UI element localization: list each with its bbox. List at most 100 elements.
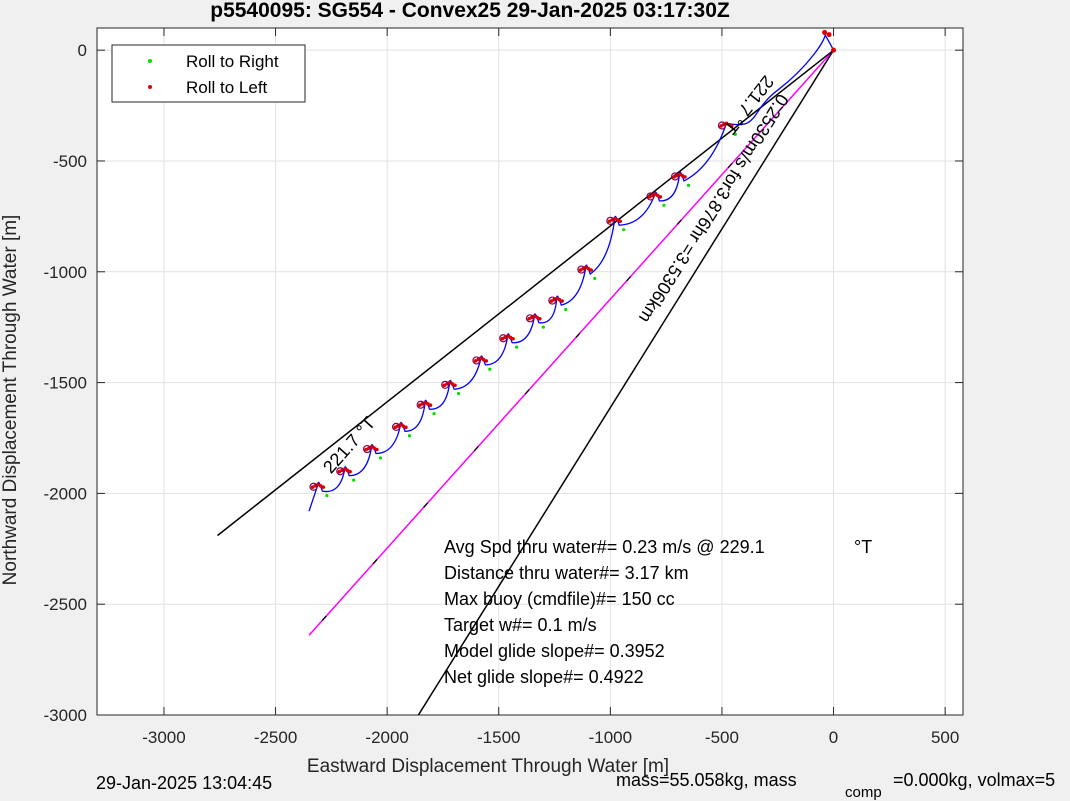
annotation-model-glide: Model glide slope#= 0.3952 (444, 641, 665, 661)
roll-left-marker (321, 485, 326, 489)
footer-timestamp: 29-Jan-2025 13:04:45 (96, 773, 272, 793)
x-tick-label: -2500 (254, 728, 297, 747)
y-tick-label: -3000 (44, 706, 87, 725)
roll-left-marker (589, 268, 593, 272)
roll-left-marker (364, 447, 368, 452)
roll-left-marker (481, 357, 486, 362)
heading-line (308, 49, 835, 636)
roll-right-marker (564, 307, 568, 312)
roll-right-marker (378, 456, 383, 460)
plot-frame (96, 27, 964, 716)
dive-top-marker (362, 444, 372, 454)
roll-left-marker (727, 122, 731, 127)
y-tick-label: -500 (53, 152, 87, 171)
dive-top-marker (336, 467, 345, 476)
dive-top-marker (525, 314, 535, 323)
legend-box (111, 44, 306, 103)
annotation-net-glide: Net glide slope#= 0.4922 (444, 667, 644, 687)
roll-left-marker (453, 383, 457, 388)
y-tick-label: -1000 (44, 263, 87, 282)
x-tick-label: -3000 (142, 728, 185, 747)
roll-left-marker (535, 315, 539, 320)
dive-top-marker (548, 296, 557, 305)
y-tick-label: -2500 (44, 595, 87, 614)
roll-right-marker (622, 228, 626, 232)
roll-left-marker (607, 219, 612, 224)
roll-left-marker (428, 403, 433, 407)
roll-left-marker (318, 484, 323, 488)
legend: Roll to Right Roll to Left (111, 44, 306, 103)
y-tick-label: 0 (78, 41, 87, 60)
roll-left-marker (729, 124, 734, 128)
roll-right-marker (488, 367, 492, 371)
roll-left-marker (401, 424, 406, 428)
roll-left-marker (655, 193, 660, 198)
dive-top-marker (309, 482, 318, 491)
annotation-distance: Distance thru water#= 3.17 km (444, 563, 689, 583)
roll-left-marker (831, 47, 837, 53)
dive-top-marker (670, 172, 680, 181)
roll-left-marker (538, 316, 542, 321)
legend-label-roll-right: Roll to Right (186, 52, 279, 71)
annotation-avg-speed: Avg Spd thru water#= 0.23 m/s @ 229.1 (444, 537, 765, 557)
roll-left-marker (404, 425, 408, 430)
roll-left-marker (578, 268, 583, 272)
y-axis-label: Northward Displacement Through Water [m] (0, 215, 21, 586)
legend-marker-roll-right (148, 59, 152, 63)
x-tick-label: -1500 (477, 728, 520, 747)
roll-right-marker (432, 412, 436, 416)
x-tick-label: -500 (705, 728, 739, 747)
roll-left-marker (425, 402, 430, 406)
x-tick-label: 0 (829, 728, 838, 747)
x-tick-label: -1000 (589, 728, 632, 747)
roll-left-marker (549, 299, 554, 303)
roll-right-marker (352, 478, 356, 482)
footer-mass-prefix: mass=55.058kg, mass (616, 770, 797, 790)
roll-left-marker (680, 173, 685, 178)
roll-left-marker (375, 447, 379, 452)
dive-top-marker (472, 356, 481, 365)
legend-label-roll-left: Roll to Left (186, 78, 268, 97)
roll-left-marker (683, 175, 687, 179)
roll-left-marker (560, 299, 564, 303)
roll-left-marker (473, 359, 478, 363)
roll-right-marker (593, 276, 597, 281)
roll-left-marker (508, 335, 513, 340)
roll-left-marker (393, 425, 397, 430)
dive-top-marker (499, 334, 508, 343)
footer-mass-suffix: =0.000kg, volmax=5 (893, 770, 1055, 790)
roll-left-marker (511, 336, 515, 341)
dive-top-marker (577, 265, 586, 274)
roll-left-marker (345, 468, 350, 473)
footer-mass-info: mass=55.058kg, mass comp =0.000kg, volma… (616, 770, 1055, 801)
annotation-max-buoy: Max buoy (cmdfile)#= 150 cc (444, 589, 675, 609)
dive-top-marker (391, 422, 401, 432)
footer-mass-subscript: comp (845, 784, 882, 801)
roll-left-marker (348, 469, 352, 474)
y-tick-label: -1500 (44, 374, 87, 393)
roll-right-marker (456, 392, 461, 396)
x-tick-label: -2000 (365, 728, 408, 747)
roll-right-marker (733, 132, 737, 136)
roll-left-marker (586, 266, 591, 271)
roll-left-marker (647, 195, 652, 199)
plot-area (97, 28, 963, 715)
legend-marker-roll-left (148, 85, 152, 89)
roll-left-marker (615, 218, 620, 222)
roll-left-marker (442, 383, 447, 388)
annotation-target-w: Target w#= 0.1 m/s (444, 615, 597, 635)
dive-top-marker (416, 400, 425, 409)
reference-line (217, 49, 835, 537)
roll-left-marker (372, 446, 377, 450)
roll-left-marker (337, 469, 342, 474)
roll-left-marker (672, 175, 676, 179)
roll-right-marker (686, 183, 691, 187)
roll-right-marker (541, 325, 545, 329)
tick-layer: -3000 -2500 -2000 -1500 -1000 -500 0 500 0 -500 -1… (44, 28, 963, 747)
roll-right-marker (407, 434, 412, 438)
roll-left-marker (500, 336, 505, 341)
roll-left-marker (719, 124, 723, 128)
dive-top-marker (606, 216, 615, 225)
roll-right-marker (325, 494, 329, 498)
